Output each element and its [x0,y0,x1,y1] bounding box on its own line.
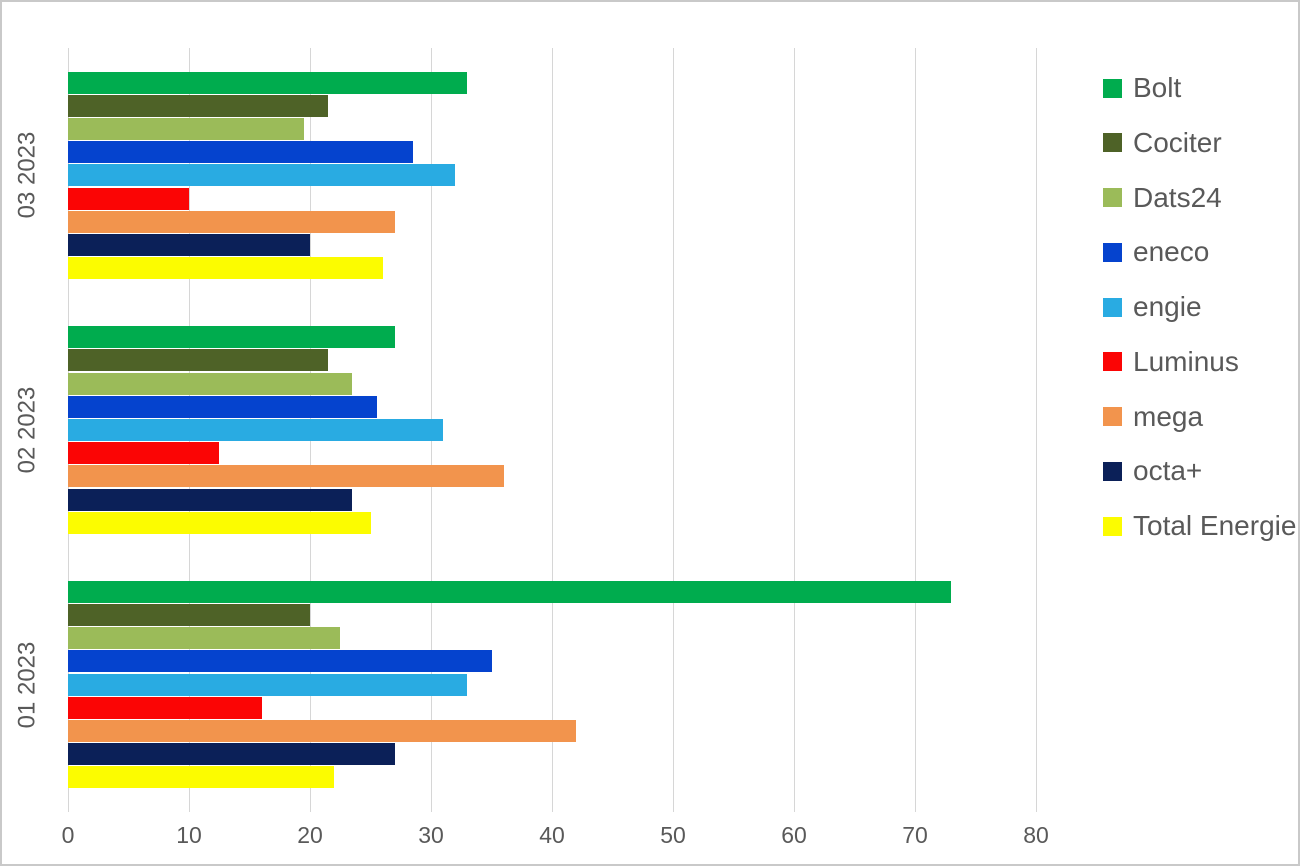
y-category-label: 03 2023 [13,131,41,219]
x-tick-label: 0 [61,822,75,848]
x-tick-label: 10 [176,822,202,848]
bar-octa--03-2023 [68,233,310,256]
legend-label: mega [1133,400,1204,432]
legend-swatch-icon [1103,188,1122,207]
plot-area [68,48,1088,812]
legend-item-engie: engie [1103,293,1202,321]
x-tick-label: 80 [1023,822,1049,848]
bar-cociter-02-2023 [68,349,329,372]
gridline [1036,48,1037,812]
legend-swatch-icon [1103,352,1122,372]
bar-octa--01-2023 [68,743,395,766]
legend-swatch-icon [1103,461,1122,481]
bar-engie-03-2023 [68,164,456,187]
bar-bolt-01-2023 [68,580,952,603]
legend-swatch-icon [1103,297,1122,317]
legend-swatch-icon [1103,242,1122,262]
bar-total-energie-02-2023 [68,511,371,534]
bar-mega-03-2023 [68,210,395,233]
bar-eneco-02-2023 [68,395,377,418]
legend-item-total-energie: Total Energie [1103,512,1296,540]
bar-cociter-03-2023 [68,94,329,117]
gridline [552,48,553,812]
legend-swatch-icon [1103,78,1122,98]
x-tick-label: 70 [902,822,928,848]
legend-label: eneco [1133,236,1210,268]
bar-dats24-02-2023 [68,372,353,395]
legend-label: Cociter [1133,126,1222,158]
x-tick-label: 50 [660,822,686,848]
legend-swatch-icon [1103,516,1122,536]
bar-cociter-01-2023 [68,604,310,627]
bar-engie-01-2023 [68,673,468,696]
gridline [794,48,795,812]
bar-octa--02-2023 [68,488,353,511]
x-tick-label: 30 [418,822,444,848]
bar-dats24-01-2023 [68,627,341,650]
x-tick-label: 40 [539,822,565,848]
legend-item-octa-: octa+ [1103,457,1202,485]
legend-label: Luminus [1133,345,1239,377]
legend-item-bolt: Bolt [1103,74,1181,102]
bar-total-energie-01-2023 [68,766,335,789]
y-category-label: 02 2023 [13,386,41,474]
bar-eneco-01-2023 [68,650,492,673]
legend-label: Bolt [1133,72,1182,103]
legend-swatch-icon [1103,133,1122,153]
bar-luminus-01-2023 [68,696,262,719]
legend-label: engie [1133,291,1202,322]
bar-bolt-02-2023 [68,326,395,349]
bar-luminus-02-2023 [68,442,220,465]
y-category-label: 01 2023 [13,641,41,729]
legend-item-eneco: eneco [1103,238,1209,266]
legend-item-mega: mega [1103,400,1204,432]
gridline [673,48,674,812]
x-tick-label: 60 [781,822,807,848]
bar-bolt-03-2023 [68,71,468,94]
bar-total-energie-03-2023 [68,257,383,280]
bar-dats24-03-2023 [68,117,304,140]
legend-label: Total Energie [1133,510,1297,541]
bar-luminus-03-2023 [68,187,189,210]
legend-item-cociter: Cociter [1103,126,1222,158]
legend-swatch-icon [1103,407,1122,426]
legend-item-dats24: Dats24 [1103,181,1222,213]
legend-label: octa+ [1133,455,1203,487]
bar-eneco-03-2023 [68,141,413,164]
bar-mega-02-2023 [68,465,504,488]
gridline [915,48,916,812]
bar-engie-02-2023 [68,419,444,441]
bar-mega-01-2023 [68,720,577,743]
legend-label: Dats24 [1133,181,1222,213]
legend-item-luminus: Luminus [1103,345,1239,377]
x-tick-label: 20 [297,822,323,848]
